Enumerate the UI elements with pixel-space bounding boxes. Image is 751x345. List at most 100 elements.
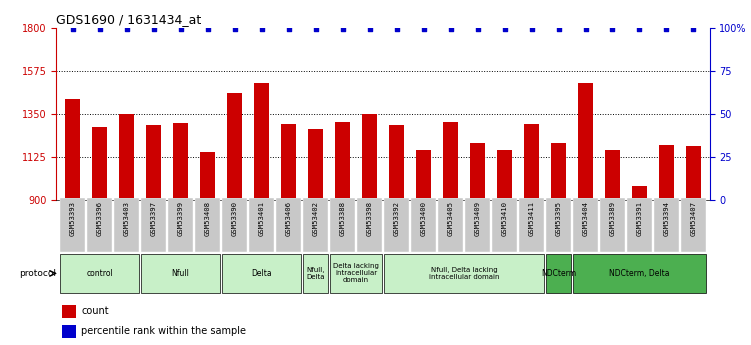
Text: GSM53390: GSM53390 — [231, 201, 237, 236]
Bar — [227, 93, 242, 200]
Text: Delta: Delta — [251, 269, 272, 278]
Bar — [249, 198, 274, 252]
Point — [472, 27, 484, 32]
Bar — [335, 121, 350, 200]
Bar — [443, 121, 458, 200]
Bar — [173, 124, 188, 200]
Bar — [384, 198, 409, 252]
Bar — [465, 198, 490, 252]
Bar — [384, 254, 544, 293]
Point — [445, 27, 457, 32]
Text: GSM53406: GSM53406 — [285, 201, 291, 236]
Bar — [654, 198, 679, 252]
Point — [174, 27, 186, 32]
Point — [228, 27, 240, 32]
Bar — [146, 125, 161, 200]
Text: control: control — [86, 269, 113, 278]
Point — [526, 27, 538, 32]
Point — [418, 27, 430, 32]
Bar — [492, 198, 517, 252]
Bar — [362, 114, 377, 200]
Text: GSM53396: GSM53396 — [97, 201, 103, 236]
Bar — [65, 99, 80, 200]
Bar — [546, 254, 571, 293]
Bar — [573, 198, 598, 252]
Point — [201, 27, 213, 32]
Text: Delta lacking
intracellular
domain: Delta lacking intracellular domain — [333, 264, 379, 283]
Bar — [357, 198, 382, 252]
Text: GSM53403: GSM53403 — [123, 201, 129, 236]
Text: NDCterm, Delta: NDCterm, Delta — [609, 269, 670, 278]
Point — [553, 27, 565, 32]
Bar — [578, 83, 593, 200]
Bar — [551, 142, 566, 200]
Text: GSM53397: GSM53397 — [150, 201, 156, 236]
Bar — [60, 198, 85, 252]
Bar — [686, 146, 701, 200]
Bar — [141, 198, 166, 252]
Point — [660, 27, 672, 32]
Bar — [276, 198, 301, 252]
Text: GSM53411: GSM53411 — [529, 201, 535, 236]
Bar — [411, 198, 436, 252]
Bar — [497, 150, 512, 200]
Bar — [524, 125, 539, 200]
Bar — [222, 198, 247, 252]
Point — [634, 27, 646, 32]
Text: GDS1690 / 1631434_at: GDS1690 / 1631434_at — [56, 13, 201, 27]
Text: GSM53398: GSM53398 — [366, 201, 372, 236]
Text: GSM53405: GSM53405 — [448, 201, 454, 236]
Bar — [87, 198, 112, 252]
Point — [499, 27, 511, 32]
Bar — [632, 186, 647, 200]
Bar — [119, 114, 134, 200]
Text: GSM53407: GSM53407 — [690, 201, 696, 236]
Text: GSM53400: GSM53400 — [421, 201, 427, 236]
Bar — [254, 83, 269, 200]
Bar — [330, 198, 355, 252]
Text: NDCterm: NDCterm — [541, 269, 576, 278]
Point — [336, 27, 348, 32]
Bar — [62, 305, 76, 318]
Text: GSM53395: GSM53395 — [556, 201, 562, 236]
Bar — [681, 198, 706, 252]
Text: Nfull,
Delta: Nfull, Delta — [306, 267, 324, 280]
Bar — [605, 150, 620, 200]
Text: GSM53408: GSM53408 — [204, 201, 210, 236]
Bar — [573, 254, 706, 293]
Text: GSM53402: GSM53402 — [312, 201, 318, 236]
Point — [580, 27, 592, 32]
Point — [255, 27, 267, 32]
Point — [147, 27, 159, 32]
Text: GSM53392: GSM53392 — [394, 201, 400, 236]
Bar — [60, 254, 139, 293]
Bar — [470, 142, 485, 200]
Bar — [627, 198, 652, 252]
Text: GSM53394: GSM53394 — [663, 201, 669, 236]
Text: count: count — [81, 306, 109, 316]
Bar — [141, 254, 220, 293]
Point — [67, 27, 79, 32]
Bar — [330, 254, 382, 293]
Text: percentile rank within the sample: percentile rank within the sample — [81, 326, 246, 336]
Bar — [389, 125, 404, 200]
Text: GSM53393: GSM53393 — [70, 201, 76, 236]
Point — [607, 27, 619, 32]
Bar — [438, 198, 463, 252]
Bar — [281, 125, 296, 200]
Text: GSM53401: GSM53401 — [258, 201, 264, 236]
Bar — [659, 145, 674, 200]
Bar — [200, 152, 215, 200]
Bar — [303, 198, 328, 252]
Point — [309, 27, 321, 32]
Text: GSM53389: GSM53389 — [610, 201, 616, 236]
Point — [94, 27, 106, 32]
Text: Nfull, Delta lacking
intracellular domain: Nfull, Delta lacking intracellular domai… — [429, 267, 499, 280]
Point — [282, 27, 294, 32]
Text: GSM53409: GSM53409 — [475, 201, 481, 236]
Bar — [62, 325, 76, 338]
Bar — [546, 198, 571, 252]
Bar — [195, 198, 220, 252]
Bar — [222, 254, 301, 293]
Bar — [114, 198, 139, 252]
